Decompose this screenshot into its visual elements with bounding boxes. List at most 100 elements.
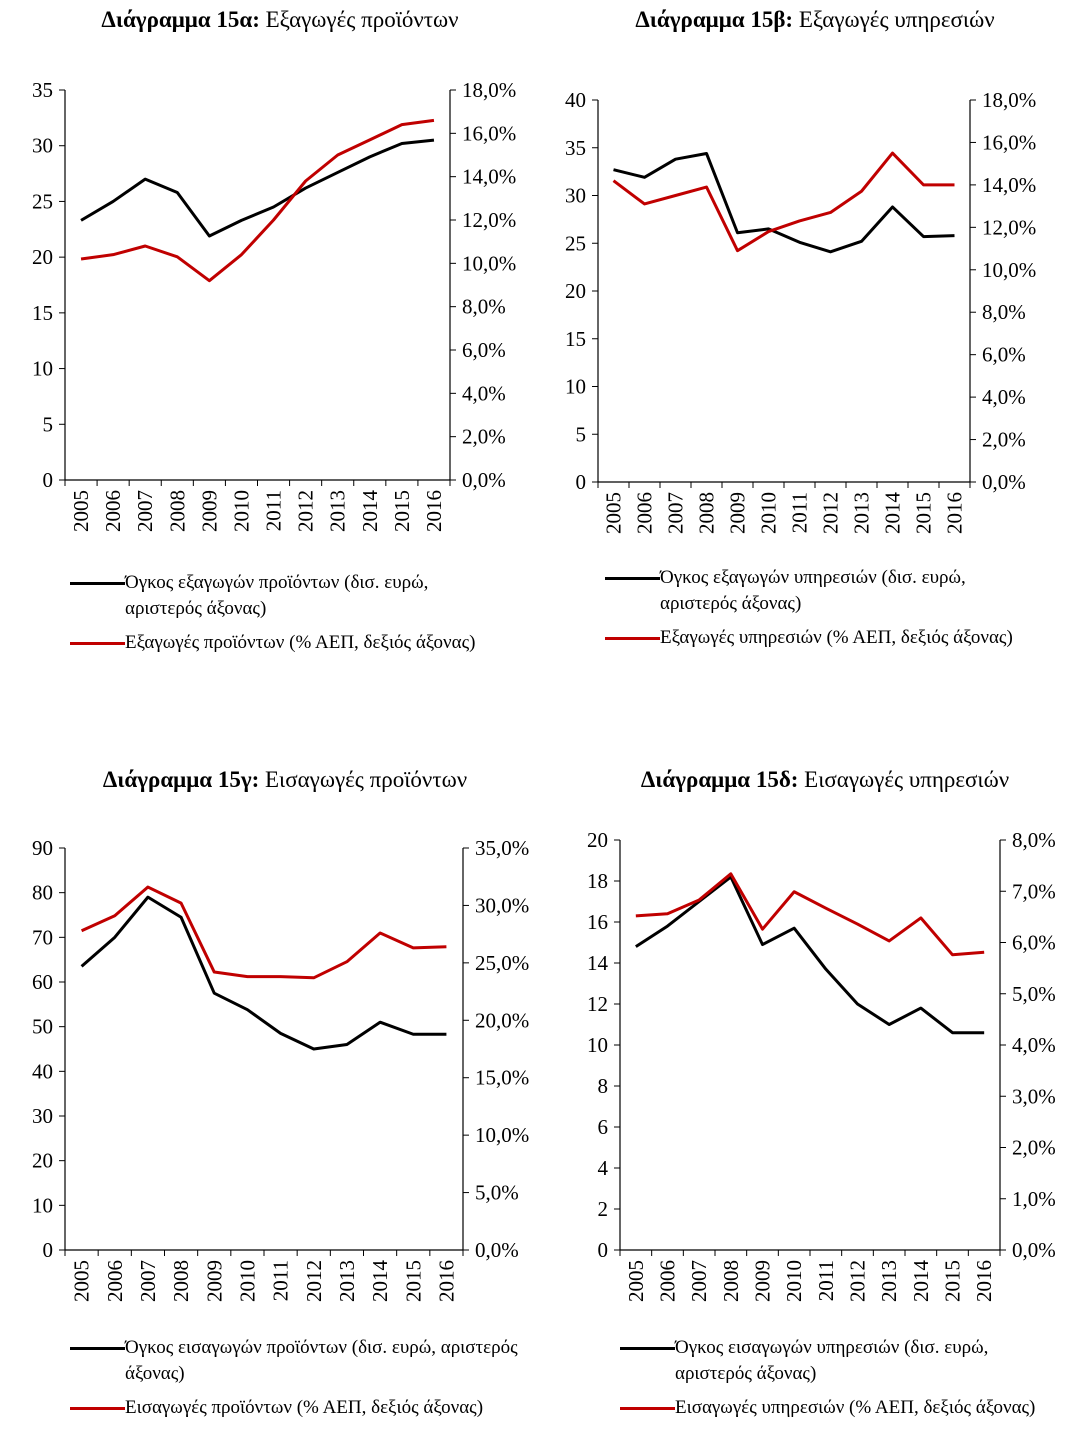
legend-entry: Εισαγωγές προϊόντων (% ΑΕΠ, δεξιός άξονα… [70, 1395, 520, 1421]
x-tick-label: 2007 [133, 490, 157, 532]
legend-entry: Όγκος εισαγωγών προϊόντων (δισ. ευρώ, αρ… [70, 1335, 520, 1387]
y2-tick-label: 0,0% [1012, 1238, 1056, 1262]
legend-label: Όγκος εξαγωγών υπηρεσιών (δισ. ευρώ, αρι… [660, 567, 966, 614]
title-text: Εισαγωγές προϊόντων [264, 767, 468, 792]
y-tick-label: 4 [598, 1156, 609, 1180]
y2-tick-label: 14,0% [982, 173, 1036, 197]
y2-tick-label: 6,0% [1012, 931, 1056, 955]
y-tick-label: 80 [32, 881, 53, 905]
y-tick-label: 15 [565, 327, 586, 351]
series-line [612, 151, 955, 253]
legend-entry: Εξαγωγές υπηρεσιών (% ΑΕΠ, δεξιός άξονας… [605, 625, 1045, 651]
y-tick-label: 35 [565, 136, 586, 160]
x-tick-label: 2011 [814, 1260, 838, 1301]
y2-tick-label: 2,0% [462, 425, 506, 449]
legend-swatch [605, 637, 660, 640]
y2-tick-label: 35,0% [475, 836, 529, 860]
y-tick-label: 60 [32, 970, 53, 994]
x-tick-label: 2006 [656, 1260, 680, 1302]
y2-tick-label: 15,0% [475, 1066, 529, 1090]
x-tick-label: 2013 [850, 492, 874, 534]
x-tick-label: 2010 [757, 492, 781, 534]
legend-label: Όγκος εισαγωγών προϊόντων (δισ. ευρώ, αρ… [125, 1337, 518, 1384]
y2-tick-label: 2,0% [1012, 1136, 1056, 1160]
y2-tick-label: 4,0% [462, 381, 506, 405]
legend-entry: Όγκος εξαγωγών προϊόντων (δισ. ευρώ, αρι… [70, 570, 510, 622]
y2-tick-label: 18,0% [982, 88, 1036, 112]
y-tick-label: 16 [587, 910, 608, 934]
y2-tick-label: 12,0% [982, 215, 1036, 239]
y-tick-label: 8 [598, 1074, 609, 1098]
title-prefix: Διάγραμμα 15δ: [640, 767, 799, 792]
legend-swatch [70, 1347, 125, 1350]
legend-entry: Εισαγωγές υπηρεσιών (% ΑΕΠ, δεξιός άξονα… [620, 1395, 1050, 1421]
y2-tick-label: 3,0% [1012, 1084, 1056, 1108]
y-tick-label: 14 [587, 951, 609, 975]
y2-tick-label: 10,0% [982, 258, 1036, 282]
x-tick-label: 2011 [269, 1260, 293, 1301]
y-tick-label: 30 [32, 134, 53, 158]
y2-tick-label: 20,0% [475, 1008, 529, 1032]
y-tick-label: 10 [32, 357, 53, 381]
legend-entry: Όγκος εισαγωγών υπηρεσιών (δισ. ευρώ, αρ… [620, 1335, 1050, 1387]
y2-tick-label: 25,0% [475, 951, 529, 975]
x-tick-label: 2006 [103, 1260, 127, 1302]
x-tick-label: 2016 [943, 492, 967, 534]
y2-tick-label: 0,0% [462, 468, 506, 492]
legend-label: Εξαγωγές προϊόντων (% ΑΕΠ, δεξιός άξονας… [125, 632, 476, 653]
y2-tick-label: 2,0% [982, 428, 1026, 452]
y-tick-label: 6 [598, 1115, 609, 1139]
x-tick-label: 2014 [909, 1260, 933, 1303]
series-line [80, 118, 435, 283]
legend: Όγκος εισαγωγών υπηρεσιών (δισ. ευρώ, αρ… [620, 1335, 1050, 1429]
y-tick-label: 40 [565, 88, 586, 112]
legend-label: Εισαγωγές υπηρεσιών (% ΑΕΠ, δεξιός άξονα… [675, 1397, 1036, 1418]
series-line [80, 895, 447, 1051]
y-tick-label: 20 [32, 1149, 53, 1173]
y2-tick-label: 0,0% [982, 470, 1026, 494]
y2-tick-label: 8,0% [462, 295, 506, 319]
y-tick-label: 30 [565, 184, 586, 208]
title-prefix: Διάγραμμα 15β: [635, 7, 794, 32]
y2-tick-label: 6,0% [462, 338, 506, 362]
x-tick-label: 2005 [624, 1260, 648, 1302]
x-tick-label: 2007 [664, 492, 688, 534]
y2-tick-label: 10,0% [462, 251, 516, 275]
x-tick-label: 2011 [788, 492, 812, 533]
chart-title: Διάγραμμα 15β: Εξαγωγές υπηρεσιών [630, 5, 1000, 35]
series-line [80, 138, 435, 238]
legend-entry: Όγκος εξαγωγών υπηρεσιών (δισ. ευρώ, αρι… [605, 565, 1045, 617]
x-tick-label: 2010 [229, 490, 253, 532]
x-tick-label: 2009 [197, 490, 221, 532]
y2-tick-label: 16,0% [982, 130, 1036, 154]
y-tick-label: 0 [43, 468, 54, 492]
legend-label: Όγκος εισαγωγών υπηρεσιών (δισ. ευρώ, αρ… [675, 1337, 989, 1384]
y2-tick-label: 18,0% [462, 78, 516, 102]
title-text: Εξαγωγές προϊόντων [265, 7, 459, 32]
x-tick-label: 2010 [235, 1260, 259, 1302]
x-tick-label: 2013 [326, 490, 350, 532]
x-tick-label: 2007 [136, 1260, 160, 1302]
x-tick-label: 2009 [751, 1260, 775, 1302]
x-tick-label: 2010 [782, 1260, 806, 1302]
title-prefix: Διάγραμμα 15γ: [102, 767, 260, 792]
y-tick-label: 20 [565, 279, 586, 303]
x-tick-label: 2015 [912, 492, 936, 534]
y-tick-label: 35 [32, 78, 53, 102]
x-tick-label: 2009 [726, 492, 750, 534]
legend: Όγκος εισαγωγών προϊόντων (δισ. ευρώ, αρ… [70, 1335, 520, 1429]
y-tick-label: 10 [587, 1033, 608, 1057]
y-tick-label: 0 [43, 1238, 54, 1262]
x-tick-label: 2016 [422, 490, 446, 532]
y2-tick-label: 5,0% [1012, 982, 1056, 1006]
legend-label: Εισαγωγές προϊόντων (% ΑΕΠ, δεξιός άξονα… [125, 1397, 484, 1418]
y2-tick-label: 4,0% [1012, 1033, 1056, 1057]
y-tick-label: 25 [32, 189, 53, 213]
y-tick-label: 10 [32, 1193, 53, 1217]
legend-swatch [620, 1347, 675, 1350]
series-line [80, 885, 447, 980]
y2-tick-label: 4,0% [982, 385, 1026, 409]
x-tick-label: 2014 [358, 490, 382, 533]
chart-title: Διάγραμμα 15γ: Εισαγωγές προϊόντων [100, 765, 470, 795]
legend-label: Εξαγωγές υπηρεσιών (% ΑΕΠ, δεξιός άξονας… [660, 627, 1013, 648]
